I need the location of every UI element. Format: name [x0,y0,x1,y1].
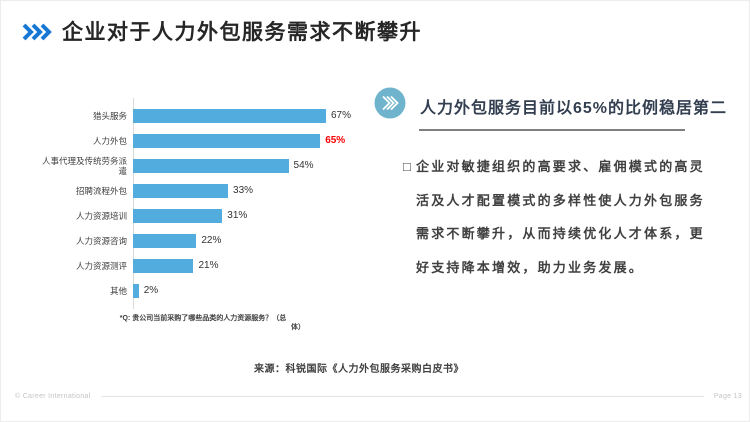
chart-row: 招聘流程外包 33% [35,178,365,203]
bar [133,158,289,173]
footer-copyright: © Career International [15,392,91,400]
chart-row: 人力资源培训 31% [35,203,365,228]
bar [133,208,223,223]
category-label: 人力资源测评 [75,260,127,271]
value-label: 33% [233,185,254,196]
value-label: 21% [198,260,219,271]
page-title: 企业对于人力外包服务需求不断攀升 [62,21,422,44]
bar [133,258,194,273]
chart-row: 人力外包 65% [35,128,365,153]
bar-chart-rows: 猎头服务 67% 人力外包 65% 人事代理及传统劳务派遣 54% 招聘流程外包 33% 人力资… [35,103,365,303]
body-line: □ 企业对敏捷组织的高要求、雇佣模式的高灵 [403,150,733,184]
body-line: 活及人才配置模式的多样性使人力外包服务 [416,192,705,208]
category-label: 人事代理及传统劳务派遣 [41,155,127,176]
chart-row: 人力资源咨询 22% [35,228,365,253]
value-label: 67% [330,110,351,121]
footer-page-number: Page 13 [713,392,742,400]
bar [133,108,326,123]
title-block: 企业对于人力外包服务需求不断攀升 [22,16,422,46]
panel-heading: 人力外包服务目前以65%的比例稳居第二 [420,100,728,117]
category-label: 人力资源培训 [75,210,127,221]
body-line: 好支持降本增效，助力业务发展。 [416,259,645,275]
body-line: 需求不断攀升，从而持续优化人才体系，更 [416,226,705,241]
bar [133,283,139,298]
triple-chevron-icon [22,23,52,41]
value-label: 54% [293,160,314,171]
square-bullet-icon: □ [403,159,411,174]
value-label: 2% [143,285,159,296]
category-label: 猎头服务 [92,110,127,121]
bar-chart: 猎头服务 67% 人力外包 65% 人事代理及传统劳务派遣 54% 招聘流程外包 33% 人力资… [35,98,365,309]
bar [133,233,197,248]
bar [133,133,321,148]
chart-row: 人力资源测评 21% [35,253,365,278]
footer: © Career International Page 13 [15,390,742,402]
circle-chevron-icon [374,87,406,119]
category-label: 招聘流程外包 [75,185,127,196]
footer-divider [100,395,704,397]
panel-body-text: □ 企业对敏捷组织的高要求、雇佣模式的高灵 活及人才配置模式的多样性使人力外包服务… [403,150,733,284]
category-label: 人力资源咨询 [75,235,127,246]
category-label: 其他 [109,285,127,296]
chart-question-line: 体） [291,324,305,331]
chart-row: 其他 2% [35,278,365,303]
chart-row: 猎头服务 67% [35,103,365,128]
chart-question-note: *Q: 贵公司当前采购了哪些品类的人力资源服务？（总 体） [75,314,331,332]
value-label: 31% [227,210,248,221]
chart-axis-line [133,98,134,309]
body-line-text: 企业对敏捷组织的高要求、雇佣模式的高灵 [416,159,705,174]
source-note: 来源：科锐国际《人力外包服务采购白皮书》 [254,364,464,375]
value-label: 65% [325,135,346,146]
panel-divider [419,129,685,131]
category-label: 人力外包 [92,135,127,146]
bar [133,183,229,198]
chart-row: 人事代理及传统劳务派遣 54% [35,153,365,178]
chart-question-line: *Q: 贵公司当前采购了哪些品类的人力资源服务？（总 [119,315,287,322]
value-label: 22% [201,235,222,246]
